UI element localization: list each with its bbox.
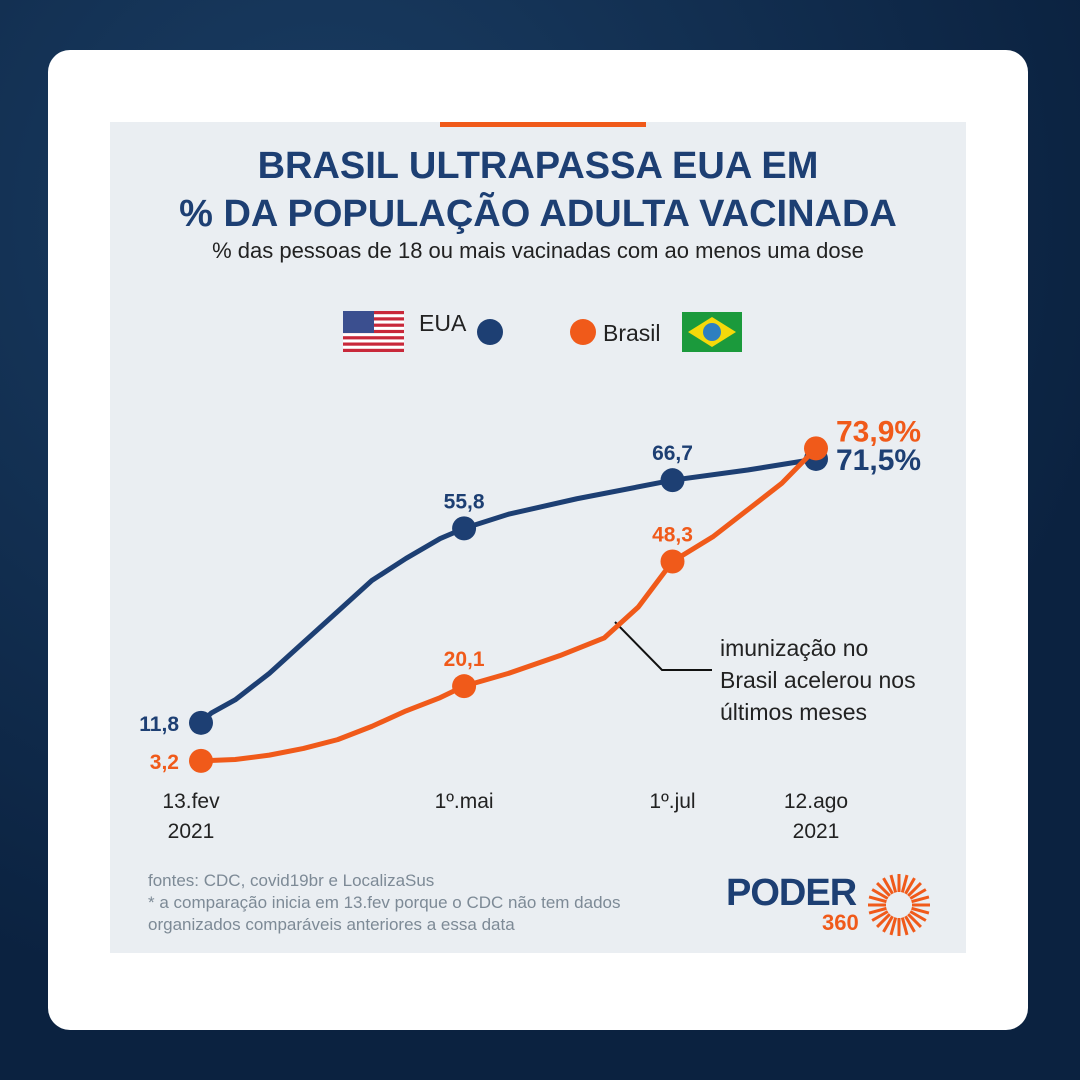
legend-brasil: Brasil xyxy=(603,320,661,346)
annotation-leader xyxy=(614,621,712,671)
annotation-text: últimos meses xyxy=(720,699,867,725)
data-label-brasil: 20,1 xyxy=(444,648,485,671)
sun-icon xyxy=(868,874,930,936)
annotation-text: Brasil acelerou nos xyxy=(720,667,916,693)
logo-name: PODER xyxy=(726,872,857,914)
data-point-brasil xyxy=(452,674,477,699)
title-line-1: BRASIL ULTRAPASSA EUA EM xyxy=(257,145,819,187)
chart-panel xyxy=(110,122,966,953)
data-label-brasil: 48,3 xyxy=(652,524,693,547)
note-line-1: * a comparação inicia em 13.fev porque o… xyxy=(148,893,621,912)
data-label-brasil: 3,2 xyxy=(150,751,179,774)
us-flag-icon xyxy=(343,311,404,352)
data-label-eua: 55,8 xyxy=(444,490,485,513)
data-point-eua xyxy=(660,468,685,493)
series-line-brasil xyxy=(200,446,818,764)
legend-eua-dot xyxy=(477,319,503,345)
logo-number: 360 xyxy=(822,910,859,935)
data-point-brasil xyxy=(660,549,685,574)
annotation-text: imunização no xyxy=(720,635,868,661)
data-label-eua: 66,7 xyxy=(652,442,693,465)
sources: fontes: CDC, covid19br e LocalizaSus xyxy=(148,871,435,890)
chart-title: BRASIL ULTRAPASSA EUA EM % DA POPULAÇÃO … xyxy=(110,142,966,238)
legend-brasil-dot xyxy=(570,319,596,345)
data-point-eua xyxy=(189,710,213,735)
data-label-brasil: 73,9% xyxy=(836,415,921,448)
data-label-eua: 71,5% xyxy=(836,444,921,477)
accent-bar xyxy=(440,122,646,127)
x-tick-label: 1º.mai xyxy=(435,790,494,813)
brazil-flag-icon xyxy=(682,312,742,352)
data-point-brasil xyxy=(804,436,828,461)
x-tick-label: 12.ago xyxy=(784,790,848,813)
title-line-2: % DA POPULAÇÃO ADULTA VACINADA xyxy=(179,193,897,235)
x-tick-year: 2021 xyxy=(168,820,215,843)
poder360-logo: PODER 360 xyxy=(726,872,930,936)
note-line-2: organizados comparáveis anteriores a ess… xyxy=(148,915,515,934)
legend-eua: EUA xyxy=(419,310,467,336)
chart-subtitle: % das pessoas de 18 ou mais vacinadas co… xyxy=(212,238,864,263)
x-tick-label: 13.fev xyxy=(162,790,220,813)
footer: fontes: CDC, covid19br e LocalizaSus * a… xyxy=(148,870,620,936)
x-tick-label: 1º.jul xyxy=(649,790,695,813)
data-point-brasil xyxy=(189,748,213,773)
data-label-eua: 11,8 xyxy=(139,713,179,736)
data-point-eua xyxy=(452,516,477,541)
x-tick-year: 2021 xyxy=(793,820,840,843)
series-line-eua xyxy=(199,456,817,725)
